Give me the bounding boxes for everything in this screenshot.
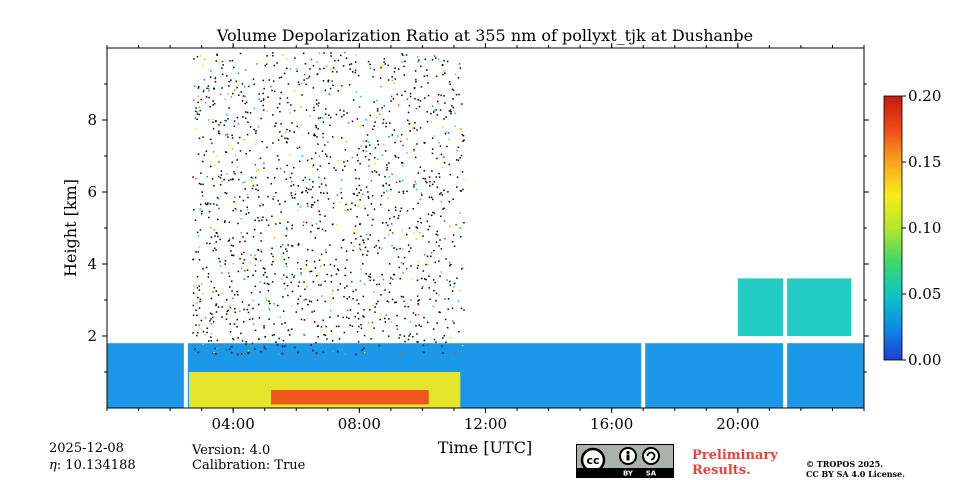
svg-text:cc: cc [586, 454, 599, 467]
preliminary-line-2: Results. [692, 463, 751, 478]
license-line-2: CC BY SA 4.0 License. [806, 469, 905, 479]
svg-text:SA: SA [646, 470, 657, 478]
heatmap-layer-4 [737, 278, 852, 336]
data-gap-1 [183, 48, 188, 408]
y-tick-label: 4 [87, 255, 97, 273]
noise-speckle [192, 51, 465, 356]
x-tick-label: 16:00 [590, 415, 633, 433]
x-tick-label: 04:00 [212, 415, 255, 433]
heatmap-area [107, 48, 864, 408]
colorbar-ticks: 0.00 0.05 0.10 0.15 0.20 [902, 87, 941, 369]
y-tick-label: 6 [87, 183, 97, 201]
preliminary-line-1: Preliminary [692, 448, 778, 463]
x-tick-label: 20:00 [716, 415, 759, 433]
y-axis: 2 4 6 8 [87, 83, 869, 373]
svg-text:BY: BY [623, 470, 634, 478]
colorbar-tick-label: 0.05 [908, 285, 941, 303]
colorbar-tick-label: 0.15 [908, 153, 941, 171]
eta-label: η: 10.134188 [49, 458, 136, 474]
preliminary-results-note: Preliminary Results. [692, 448, 778, 478]
colorbar-tick-label: 0.10 [908, 219, 941, 237]
data-gap-3 [783, 48, 788, 408]
x-tick-label: 08:00 [338, 415, 381, 433]
date-label: 2025-12-08 [49, 441, 124, 456]
cc-by-sa-icon: cc BY SA [576, 444, 674, 478]
eta-symbol: η [49, 458, 57, 473]
colorbar [883, 95, 903, 361]
x-tick-label: 12:00 [464, 415, 507, 433]
x-axis-label: Time [UTC] [438, 438, 532, 457]
colorbar-tick-label: 0.00 [908, 351, 941, 369]
license-line-1: © TROPOS 2025. [806, 459, 883, 469]
license-note: © TROPOS 2025. CC BY SA 4.0 License. [806, 459, 905, 479]
heatmap-layer-3 [271, 390, 429, 405]
y-tick-label: 2 [87, 327, 97, 345]
data-gap-2 [641, 48, 646, 408]
x-axis: 04:00 08:00 12:00 16:00 20:00 [106, 43, 865, 433]
y-axis-label: Height [km] [61, 179, 80, 277]
eta-value: : 10.134188 [56, 458, 136, 473]
version-label: Version: 4.0 [192, 443, 271, 458]
y-tick-label: 8 [87, 111, 97, 129]
colorbar-tick-label: 0.20 [908, 87, 941, 105]
calibration-label: Calibration: True [192, 458, 306, 473]
chart-title: Volume Depolarization Ratio at 355 nm of… [216, 26, 753, 45]
